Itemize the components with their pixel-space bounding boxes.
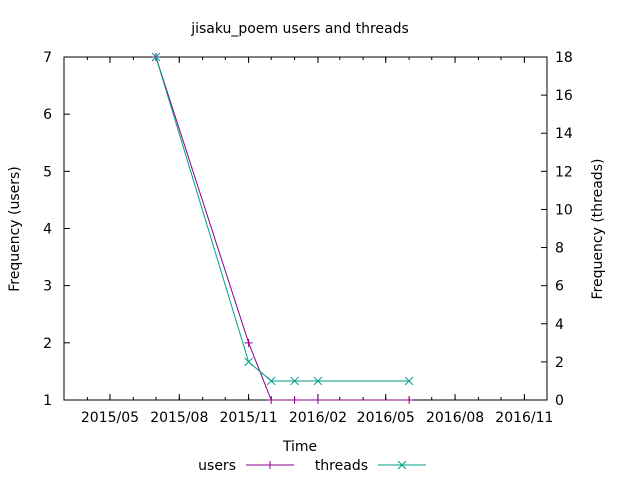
y-axis-left: 1 2 3 4 5 6 7 [43, 50, 70, 409]
y-right-tick-label: 2 [555, 355, 564, 371]
y-right-tick-label: 6 [555, 279, 564, 295]
x-axis-title: Time [282, 439, 317, 455]
data-point-threads [290, 376, 299, 386]
y-left-tick-label: 1 [43, 393, 52, 409]
series-line-threads [155, 56, 410, 382]
y-right-tick-label: 4 [555, 317, 564, 333]
y-left-tick-label: 2 [43, 336, 52, 352]
legend-label-threads: threads [315, 458, 368, 474]
data-point-users [244, 338, 253, 347]
y-right-tick-label: 0 [555, 393, 564, 409]
legend-marker-threads [397, 460, 407, 470]
y-left-tick-label: 5 [43, 164, 52, 180]
data-point-users [290, 396, 299, 404]
legend-marker-users [266, 461, 274, 469]
data-point-users [267, 396, 276, 404]
x-tick-label: 2015/11 [220, 410, 278, 426]
y-left-tick-label: 4 [43, 222, 52, 238]
data-point-users [313, 396, 322, 404]
data-point-threads [313, 376, 323, 386]
x-tick-label: 2015/08 [150, 410, 208, 426]
y-right-tick-label: 16 [555, 88, 573, 104]
legend: users threads [198, 458, 426, 474]
y-right-tick-label: 10 [555, 202, 573, 218]
chart-title: jisaku_poem users and threads [190, 21, 409, 37]
y-axis-left-title: Frequency (users) [7, 166, 23, 292]
y-left-tick-label: 6 [43, 107, 52, 123]
data-point-threads [266, 376, 276, 386]
series-threads [151, 52, 414, 386]
y-axis-right: 0 2 4 6 8 10 12 14 16 18 [541, 50, 573, 409]
series-line-users [155, 56, 410, 401]
x-tick-label: 2016/05 [357, 410, 415, 426]
data-point-threads [151, 52, 161, 62]
data-point-users [405, 396, 414, 404]
x-axis: 2015/05 2015/08 2015/11 2016/02 2016/05 2016/… [63, 57, 553, 426]
legend-item-users: users [198, 458, 294, 474]
y-right-tick-label: 14 [555, 126, 573, 142]
x-tick-label: 2016/08 [426, 410, 484, 426]
y-left-tick-label: 3 [43, 279, 52, 295]
y-left-tick-label: 7 [43, 50, 52, 66]
x-tick-label: 2015/05 [81, 410, 139, 426]
y-axis-right-title: Frequency (threads) [590, 159, 606, 300]
x-tick-label: 2016/02 [289, 410, 347, 426]
y-right-tick-label: 8 [555, 241, 564, 257]
y-right-tick-label: 18 [555, 50, 573, 66]
series-layer [151, 52, 414, 404]
data-point-threads [404, 376, 414, 386]
y-right-tick-label: 12 [555, 164, 573, 180]
legend-label-users: users [198, 458, 236, 474]
plot-frame [63, 56, 548, 401]
x-tick-label: 2016/11 [495, 410, 553, 426]
legend-item-threads: threads [315, 458, 426, 474]
data-point-threads [244, 357, 253, 367]
series-users [151, 53, 414, 404]
